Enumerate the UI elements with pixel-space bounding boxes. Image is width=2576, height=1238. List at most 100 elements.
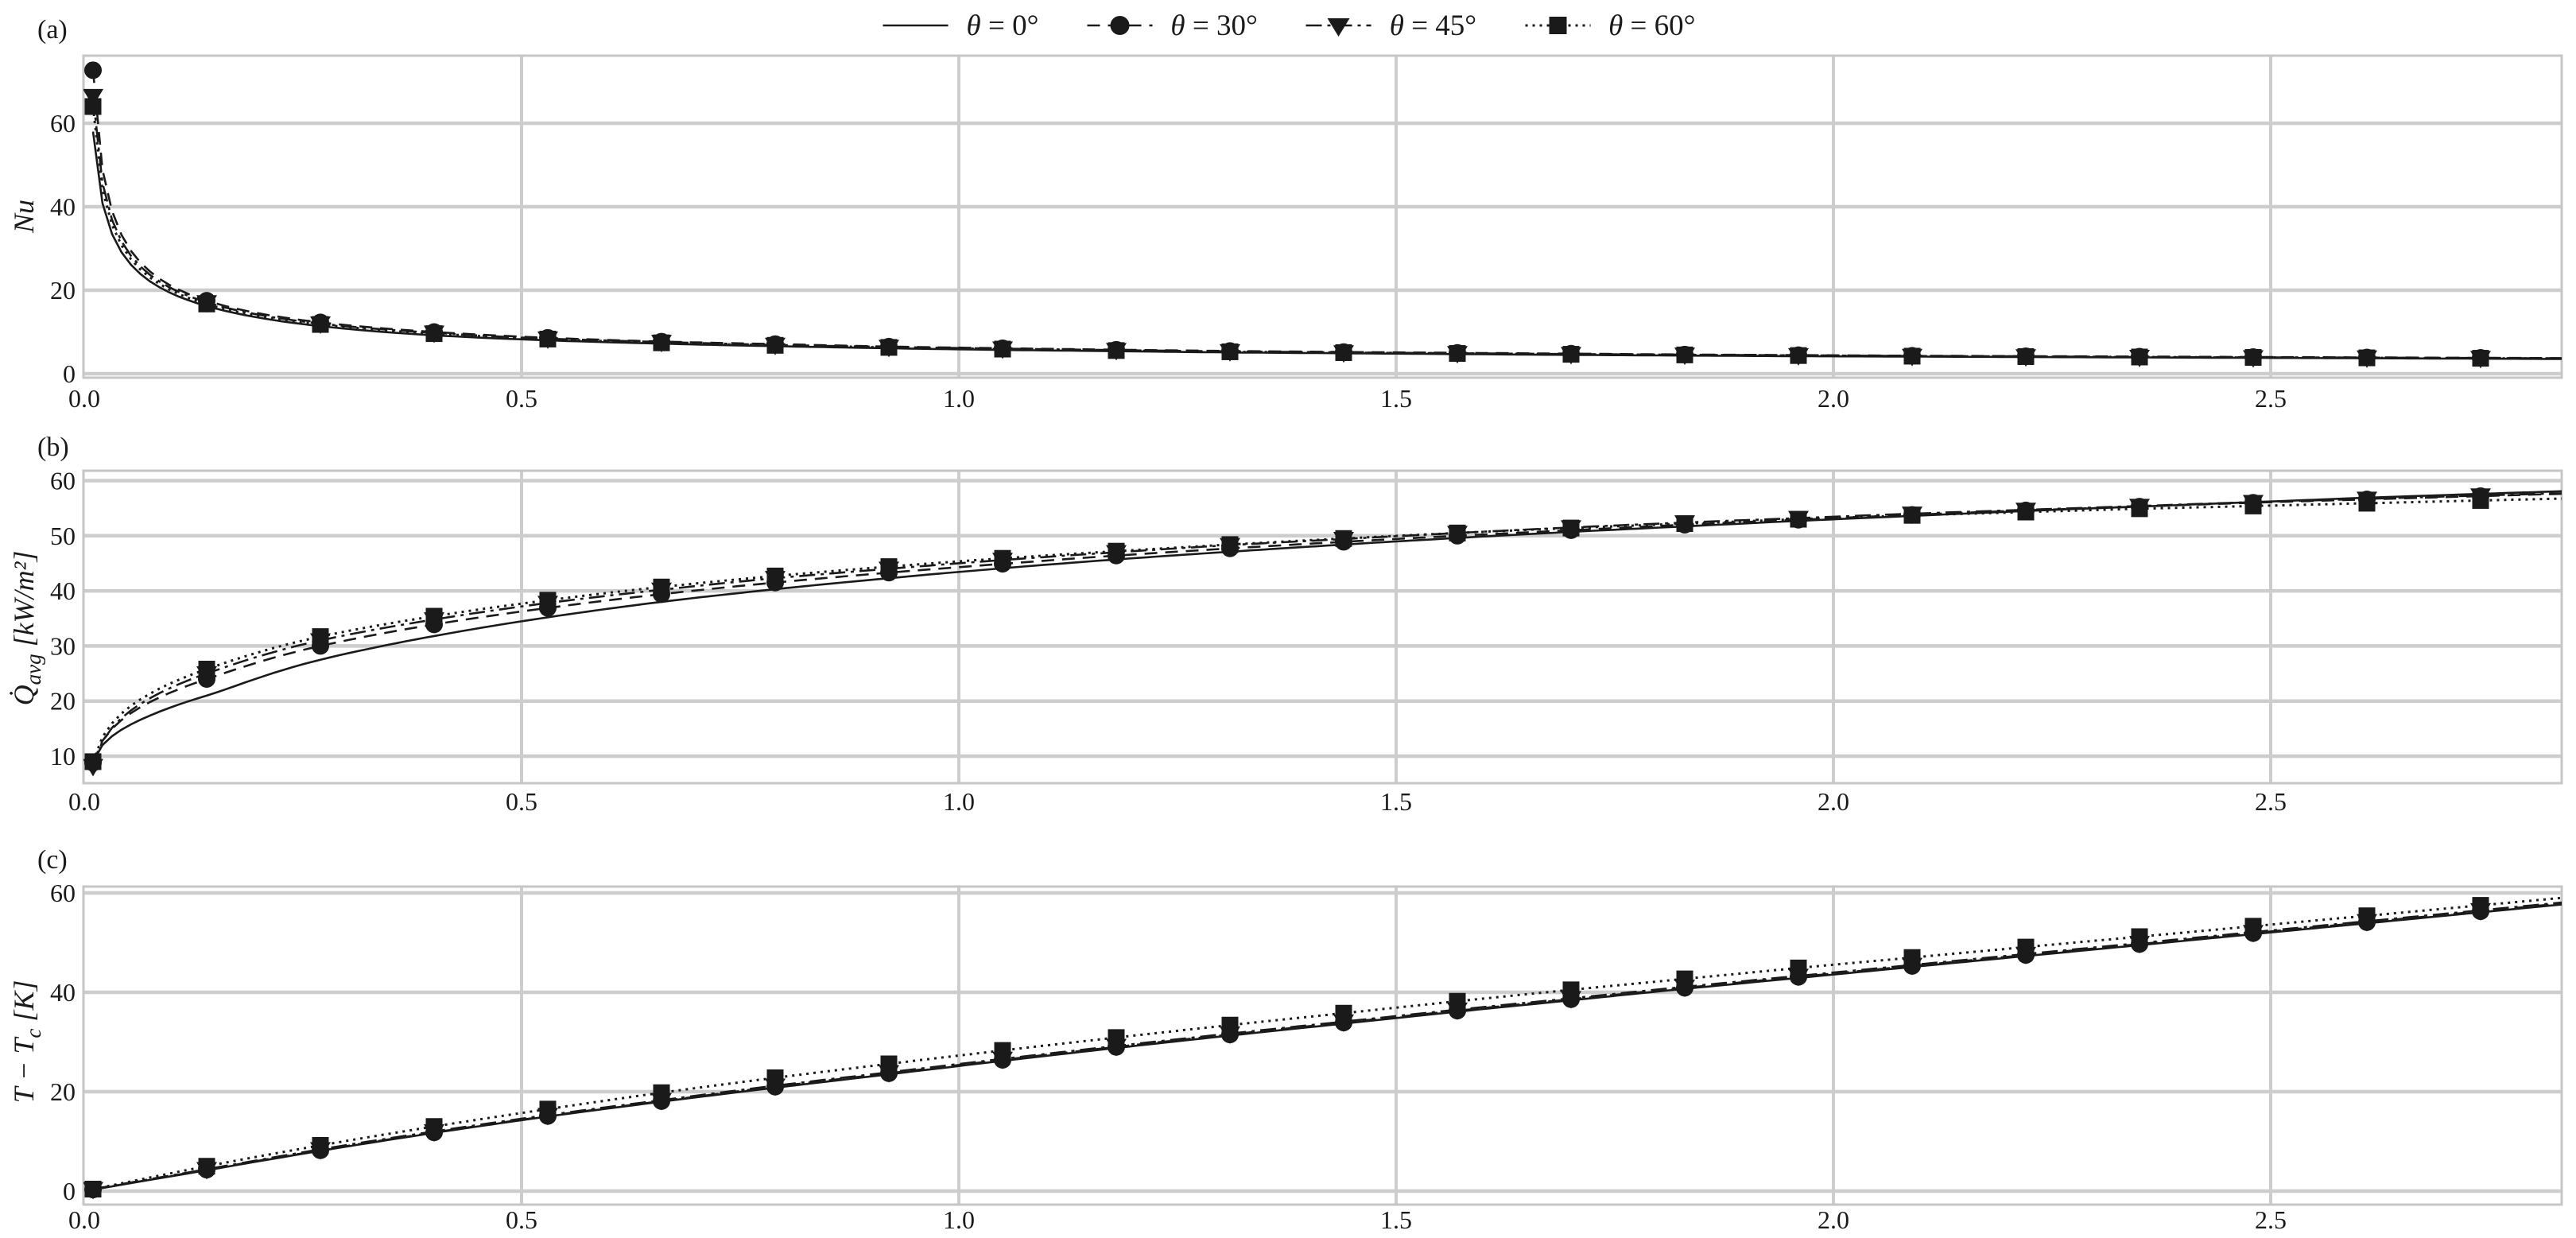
x-tick-label: 0.5: [506, 384, 537, 413]
marker-square: [84, 753, 102, 770]
marker-square: [312, 628, 329, 646]
x-tick-label: 1.5: [1380, 1205, 1412, 1234]
marker-square: [1790, 959, 1807, 976]
marker-square: [653, 578, 670, 596]
x-tick-label: 0.0: [68, 384, 100, 413]
marker-square: [880, 558, 898, 576]
marker-square: [2358, 907, 2376, 925]
x-tick-label: 2.5: [2255, 1205, 2287, 1234]
legend-item-theta-1: θ = 30°: [1084, 7, 1258, 44]
marker-square: [539, 592, 557, 609]
marker-square: [1108, 542, 1125, 560]
series-line-dotted: [92, 896, 2562, 1190]
y-tick-label: 20: [50, 1077, 76, 1106]
marker-square: [1449, 524, 1466, 541]
marker-square: [2017, 503, 2035, 521]
legend-label: θ = 30°: [1170, 9, 1258, 42]
marker-square: [1449, 345, 1466, 363]
y-tick-label: 0: [63, 359, 76, 388]
x-tick-label: 0.0: [68, 787, 100, 816]
y-tick-label: 60: [50, 879, 76, 907]
legend-line-sample: [1087, 16, 1153, 35]
x-tick-label: 2.0: [1818, 1205, 1849, 1234]
panel-letter-a: (a): [37, 15, 68, 45]
legend-line-sample: [883, 24, 949, 27]
y-axis-label-temp: T − Tc [K]: [8, 980, 45, 1104]
marker-square: [1562, 346, 1580, 363]
marker-square: [198, 1158, 215, 1175]
marker-square: [2131, 348, 2148, 366]
legend: θ = 0° θ = 30° θ = 45° θ = 60°: [881, 3, 1695, 48]
plot-border: [82, 885, 2563, 1206]
marker-square: [2472, 491, 2489, 509]
marker-square: [880, 339, 898, 356]
series-line-dotted: [91, 497, 2562, 763]
marker-square: [1790, 510, 1807, 528]
y-tick-label: 60: [50, 467, 76, 495]
panel-c: 0 20 40 60 0.0 0.5 1.0 1.5 2.0 2.5: [50, 879, 2563, 1234]
marker-square: [84, 98, 102, 115]
marker-circle: [84, 61, 102, 80]
x-tick-label: 2.5: [2255, 384, 2287, 413]
y-axis-label-nu: Nu: [8, 200, 40, 234]
marker-square: [312, 1137, 329, 1154]
marker-square: [2244, 349, 2262, 367]
series-line-dashdot: [91, 492, 2562, 766]
x-tick-label: 1.5: [1380, 787, 1412, 816]
marker-square: [1335, 1004, 1352, 1022]
marker-square: [425, 607, 443, 625]
y-tick-label: 40: [50, 576, 76, 605]
x-tick-label: 0.0: [68, 1205, 100, 1234]
legend-item-theta-3: θ = 60°: [1523, 7, 1695, 44]
y-tick-label: 20: [50, 687, 76, 716]
panel-letter-b: (b): [37, 433, 69, 462]
marker-square: [2472, 350, 2489, 367]
panel-letter-c: (c): [37, 845, 68, 875]
marker-square: [994, 1042, 1011, 1059]
marker-triangle-down: [83, 88, 103, 107]
marker-square: [994, 340, 1011, 358]
marker-square: [2131, 928, 2148, 945]
y-tick-label: 60: [50, 109, 76, 138]
legend-label: θ = 45°: [1389, 9, 1477, 42]
marker-square: [653, 334, 670, 351]
y-axis-label-qavg: Q̇avg [kW/m²]: [8, 551, 45, 706]
marker-square: [1676, 346, 1693, 363]
legend-item-theta-0: θ = 0°: [881, 7, 1038, 44]
marker-square: [198, 661, 215, 678]
y-tick-label: 10: [50, 742, 76, 770]
plot-border: [82, 469, 2563, 785]
marker-square: [1221, 343, 1239, 360]
marker-square: [1903, 506, 1921, 524]
y-tick-label: 0: [63, 1177, 76, 1205]
marker-square: [539, 1100, 557, 1118]
x-tick-label: 2.0: [1818, 787, 1849, 816]
marker-square: [1790, 347, 1807, 364]
marker-square: [1108, 342, 1125, 359]
x-tick-label: 2.0: [1818, 384, 1849, 413]
marker-square: [1562, 519, 1580, 537]
marker-square: [1335, 343, 1352, 361]
marker-square: [766, 336, 784, 354]
marker-square: [766, 567, 784, 584]
y-tick-label: 40: [50, 192, 76, 221]
series-line-dashdot: [91, 95, 2562, 359]
y-tick-label: 20: [50, 276, 76, 305]
marker-square: [2472, 897, 2489, 914]
marker-square: [539, 330, 557, 347]
legend-square-icon: [1549, 17, 1567, 34]
panel-b: 10 20 30 40 50 60 0.0 0.5 1.0 1.5 2.0 2.5: [50, 467, 2563, 816]
x-tick-label: 1.5: [1380, 384, 1412, 413]
marker-square: [1221, 1016, 1239, 1034]
y-tick-label: 40: [50, 978, 76, 1007]
marker-square: [84, 1181, 102, 1197]
legend-circle-icon: [1110, 16, 1130, 35]
marker-square: [994, 549, 1011, 567]
plot-border: [82, 54, 2563, 379]
marker-square: [1562, 981, 1580, 999]
legend-line-sample: [1305, 18, 1371, 37]
marker-square: [425, 1118, 443, 1135]
marker-square: [2244, 918, 2262, 935]
series-line-solid: [92, 903, 2562, 1191]
